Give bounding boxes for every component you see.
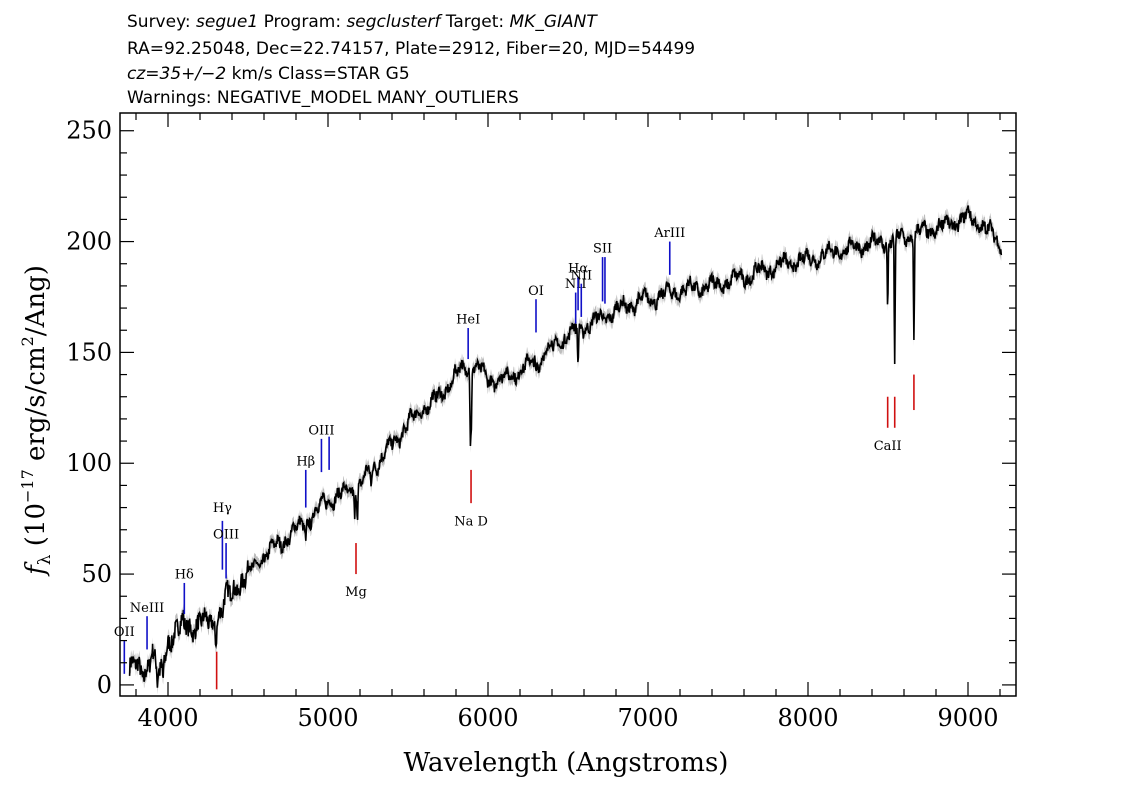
x-axis-title: Wavelength (Angstroms) xyxy=(404,748,729,778)
x-tick-label: 8000 xyxy=(777,704,838,732)
error-band xyxy=(129,198,1002,695)
header-line-4: Warnings: NEGATIVE_MODEL MANY_OUTLIERS xyxy=(127,88,519,108)
plot-frame xyxy=(119,112,1017,697)
header-line-3: cz=35+/−2 km/s Class=STAR G5 xyxy=(127,64,410,84)
y-tick-label: 0 xyxy=(97,671,112,699)
svg-text:fλ (10−17 erg/s/cm2/Ang): fλ (10−17 erg/s/cm2/Ang) xyxy=(18,265,55,577)
emission-line-label-11: Hα xyxy=(568,262,588,277)
emission-line-label-9: OI xyxy=(528,284,544,299)
header-line-2: RA=92.25048, Dec=22.74157, Plate=2912, F… xyxy=(127,39,695,59)
emission-line-label-12: NII xyxy=(570,268,592,283)
emission-line-label-2: Hδ xyxy=(175,568,194,583)
x-tick-label: 7000 xyxy=(617,704,678,732)
emission-line-label-6: OIII xyxy=(308,423,334,438)
emission-line-label-3: Hγ xyxy=(213,501,232,516)
emission-line-label-0: OII xyxy=(114,625,135,640)
y-tick-label: 150 xyxy=(66,338,112,366)
emission-line-label-15: ArIII xyxy=(653,226,685,241)
emission-line-label-13: SII xyxy=(593,242,612,257)
spectrum-line xyxy=(128,205,1003,688)
emission-line-label-4: OIII xyxy=(213,528,239,543)
emission-line-label-8: HeI xyxy=(456,313,480,328)
y-tick-label: 50 xyxy=(81,560,112,588)
y-tick-label: 250 xyxy=(66,117,112,145)
absorption-line-label-3: CaII xyxy=(874,439,902,454)
x-tick-label: 5000 xyxy=(297,704,358,732)
emission-line-label-1: NeIII xyxy=(130,601,164,616)
x-tick-label: 4000 xyxy=(137,704,198,732)
x-tick-label: 9000 xyxy=(937,704,998,732)
absorption-line-label-1: Mg xyxy=(345,585,367,600)
x-tick-label: 6000 xyxy=(457,704,518,732)
y-tick-label: 100 xyxy=(66,449,112,477)
absorption-line-label-2: Na D xyxy=(454,514,488,529)
emission-line-label-5: Hβ xyxy=(296,454,315,469)
header-line-1: Survey: segue1 Program: segclusterf Targ… xyxy=(127,12,598,32)
y-tick-label: 200 xyxy=(66,228,112,256)
y-axis-title: fλ (10−17 erg/s/cm2/Ang) xyxy=(18,265,55,577)
